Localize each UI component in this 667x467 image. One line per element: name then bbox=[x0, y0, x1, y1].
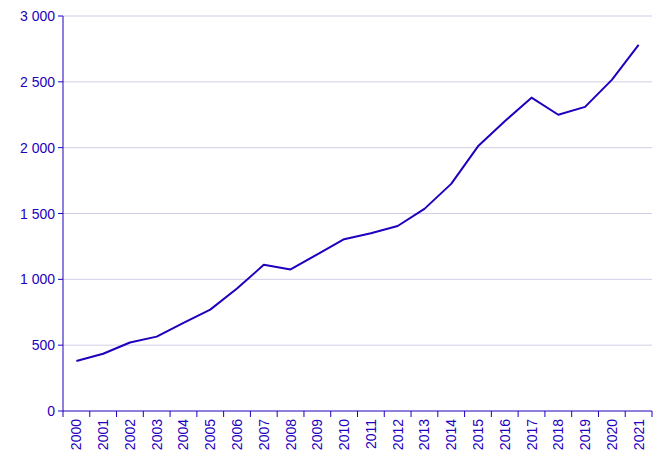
grid-line bbox=[63, 345, 652, 346]
x-tick bbox=[116, 411, 117, 417]
x-tick-label: 2000 bbox=[68, 419, 84, 450]
x-tick bbox=[625, 411, 626, 417]
y-tick-label: 1 000 bbox=[20, 271, 55, 287]
x-tick bbox=[357, 411, 358, 417]
x-tick bbox=[491, 411, 492, 417]
x-tick-label: 2012 bbox=[390, 419, 406, 450]
x-tick-label: 2015 bbox=[470, 419, 486, 450]
x-tick-end bbox=[652, 411, 653, 417]
x-tick-label: 2011 bbox=[363, 419, 379, 449]
y-tick bbox=[58, 411, 63, 412]
y-tick-label: 500 bbox=[32, 337, 56, 353]
x-tick-label: 2003 bbox=[149, 419, 165, 450]
x-tick bbox=[303, 411, 304, 417]
grid-line bbox=[63, 16, 652, 17]
y-axis bbox=[63, 16, 64, 411]
x-tick-label: 2002 bbox=[122, 419, 138, 450]
x-tick-label: 2009 bbox=[309, 419, 325, 450]
x-tick bbox=[170, 411, 171, 417]
x-tick-label: 2007 bbox=[256, 419, 272, 450]
x-tick-label: 2019 bbox=[577, 419, 593, 450]
x-tick bbox=[250, 411, 251, 417]
y-tick bbox=[58, 147, 63, 148]
y-tick-label: 0 bbox=[47, 403, 55, 419]
y-tick bbox=[58, 16, 63, 17]
x-tick bbox=[464, 411, 465, 417]
x-tick-label: 2016 bbox=[497, 419, 513, 450]
x-tick-label: 2017 bbox=[524, 419, 540, 450]
x-tick-label: 2014 bbox=[443, 419, 459, 450]
grid-line bbox=[63, 147, 652, 148]
y-tick-label: 1 500 bbox=[20, 206, 55, 222]
x-tick bbox=[571, 411, 572, 417]
grid-line bbox=[63, 81, 652, 82]
chart-container: 0 500 1 000 1 500 2 000 2 500 3 000 2000 2001 200… bbox=[0, 0, 667, 467]
y-tick-label: 3 000 bbox=[20, 8, 55, 24]
y-tick-label: 2 000 bbox=[20, 140, 55, 156]
x-tick-label: 2004 bbox=[175, 419, 191, 450]
plot-area bbox=[76, 45, 638, 361]
x-tick-label: 2008 bbox=[283, 419, 299, 450]
chart: 0 500 1 000 1 500 2 000 2 500 3 000 2000 2001 200… bbox=[0, 0, 667, 467]
x-tick bbox=[518, 411, 519, 417]
grid-line bbox=[63, 279, 652, 280]
x-tick-label: 2001 bbox=[95, 419, 111, 450]
x-tick bbox=[330, 411, 331, 417]
x-tick bbox=[143, 411, 144, 417]
x-tick-label: 2021 bbox=[631, 419, 647, 450]
x-tick bbox=[544, 411, 545, 417]
x-tick bbox=[223, 411, 224, 417]
y-tick bbox=[58, 213, 63, 214]
x-tick bbox=[196, 411, 197, 417]
x-tick bbox=[277, 411, 278, 417]
x-tick bbox=[384, 411, 385, 417]
data-line bbox=[76, 45, 638, 361]
x-tick bbox=[598, 411, 599, 417]
y-tick-label: 2 500 bbox=[20, 74, 55, 90]
x-tick-label: 2020 bbox=[604, 419, 620, 450]
x-tick-label: 2018 bbox=[550, 419, 566, 450]
x-tick bbox=[411, 411, 412, 417]
x-tick bbox=[63, 411, 64, 417]
y-tick bbox=[58, 279, 63, 280]
y-tick bbox=[58, 81, 63, 82]
x-tick-label: 2013 bbox=[416, 419, 432, 450]
x-tick-label: 2005 bbox=[202, 419, 218, 450]
grid-line bbox=[63, 213, 652, 214]
x-tick bbox=[437, 411, 438, 417]
x-tick-label: 2006 bbox=[229, 419, 245, 450]
x-tick bbox=[89, 411, 90, 417]
x-tick-label: 2010 bbox=[336, 419, 352, 450]
y-tick bbox=[58, 345, 63, 346]
